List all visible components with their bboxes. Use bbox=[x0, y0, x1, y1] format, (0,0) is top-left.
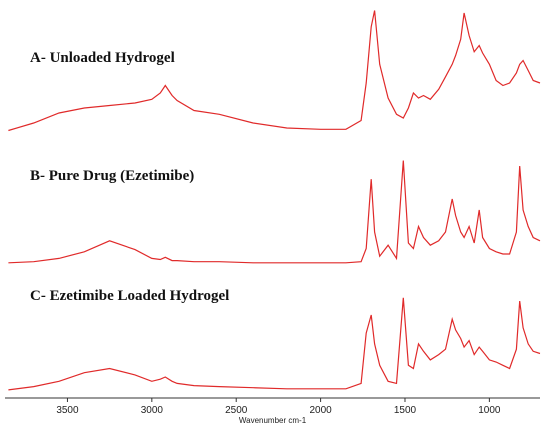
trace-label: A- Unloaded Hydrogel bbox=[30, 50, 175, 66]
spectrum bbox=[8, 297, 541, 391]
x-tick-label: 1000 bbox=[478, 405, 501, 416]
trace-label: B- Pure Drug (Ezetimibe) bbox=[30, 168, 194, 184]
spectrum bbox=[8, 10, 541, 132]
x-tick-label: 2000 bbox=[309, 405, 332, 416]
x-tick-label: 3500 bbox=[56, 405, 79, 416]
x-axis-label: Wavenumber cm-1 bbox=[239, 416, 307, 425]
x-tick-label: 1500 bbox=[394, 405, 417, 416]
trace-label: C- Ezetimibe Loaded Hydrogel bbox=[30, 288, 229, 304]
spectrum bbox=[8, 160, 541, 264]
x-tick-label: 3000 bbox=[141, 405, 164, 416]
x-tick-label: 2500 bbox=[225, 405, 248, 416]
